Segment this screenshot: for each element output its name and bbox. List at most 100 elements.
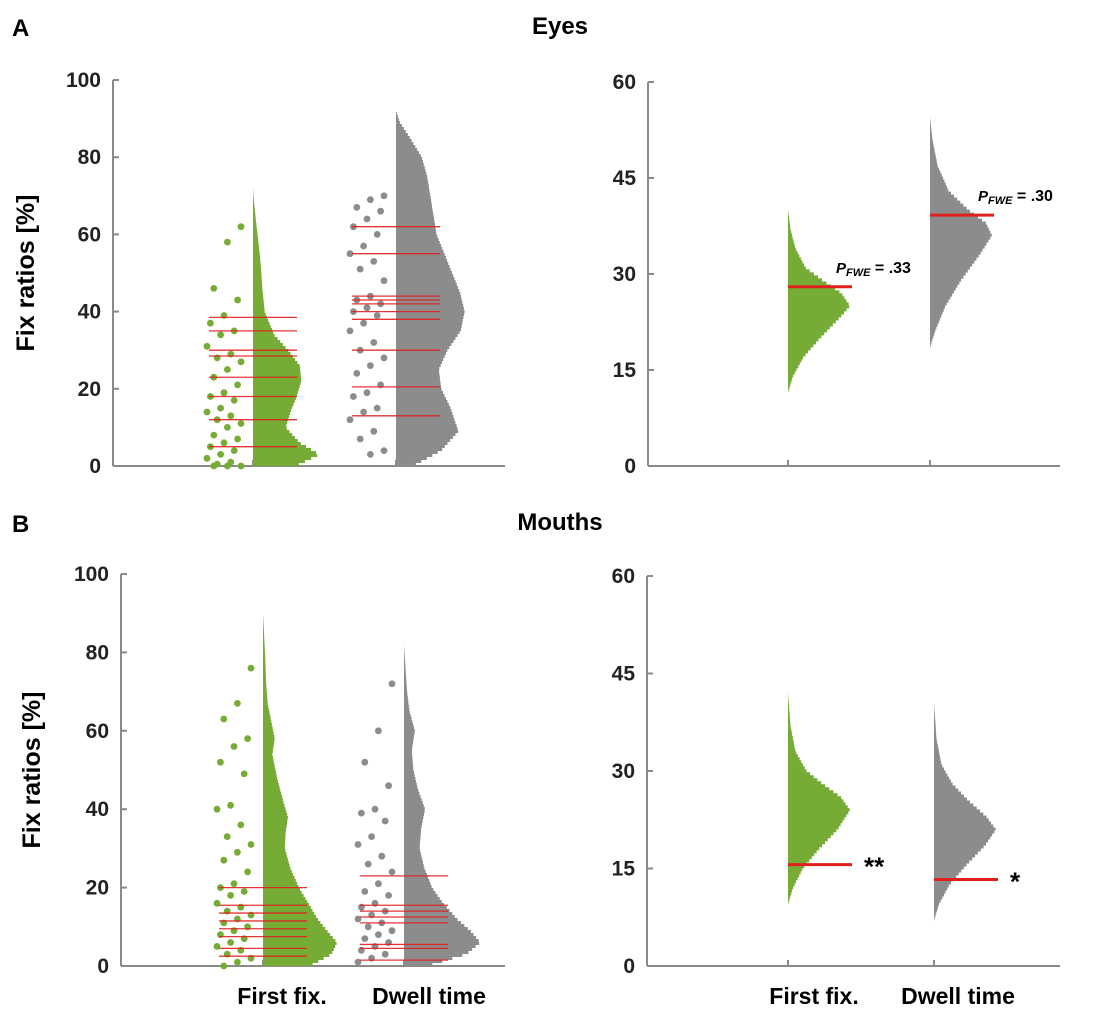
data-point-green xyxy=(234,848,241,856)
null-distribution-gray xyxy=(934,702,996,921)
data-point-gray xyxy=(373,404,381,412)
p-symbol: P xyxy=(836,260,847,277)
data-point-green xyxy=(227,412,235,420)
data-point-gray xyxy=(360,319,367,327)
data-point-green xyxy=(213,943,221,950)
null-distribution-green xyxy=(788,210,850,393)
data-point-gray xyxy=(388,868,396,876)
data-point-green xyxy=(224,462,231,470)
data-point-green xyxy=(234,958,241,966)
p-value-annotation: PFWE = .33 xyxy=(836,260,911,279)
data-point-green xyxy=(227,939,235,946)
p-number: = .33 xyxy=(870,260,911,277)
data-point-gray xyxy=(363,389,371,397)
data-point-green xyxy=(230,447,238,454)
p-symbol: P xyxy=(978,188,989,205)
data-point-green xyxy=(240,770,248,778)
data-point-gray xyxy=(370,258,378,265)
y-tick-label: 45 xyxy=(613,167,637,190)
data-point-gray xyxy=(354,841,362,848)
data-point-gray xyxy=(364,860,372,868)
null-distribution-gray xyxy=(930,117,992,348)
data-point-green xyxy=(244,735,252,742)
data-point-green xyxy=(224,424,231,431)
data-point-green xyxy=(220,389,228,397)
data-point-gray xyxy=(353,204,361,211)
density-half-violin-gray xyxy=(404,644,480,966)
panel-title-mouths: Mouths xyxy=(517,509,602,536)
data-point-gray xyxy=(346,250,354,258)
data-point-gray xyxy=(346,416,354,424)
y-tick-label: 80 xyxy=(78,146,101,169)
data-point-green xyxy=(227,892,235,899)
data-point-gray xyxy=(361,758,369,766)
data-point-gray xyxy=(367,196,374,204)
data-point-gray xyxy=(356,435,364,443)
data-point-green xyxy=(203,408,211,416)
x-tick-label: Dwell time xyxy=(901,983,1015,1009)
data-point-green xyxy=(227,801,235,809)
panel-title-eyes: Eyes xyxy=(532,13,588,40)
density-half-violin-green xyxy=(253,188,318,466)
significance-stars: * xyxy=(1010,867,1021,897)
y-tick-label: 45 xyxy=(612,663,636,686)
data-point-gray xyxy=(388,927,396,935)
data-point-gray xyxy=(377,207,384,215)
data-point-green xyxy=(210,285,218,292)
data-point-green xyxy=(217,404,225,412)
data-point-green xyxy=(237,223,245,231)
data-point-green xyxy=(237,358,245,366)
data-point-green xyxy=(203,454,211,462)
data-point-gray xyxy=(363,215,371,223)
data-point-gray xyxy=(370,339,378,346)
data-point-gray xyxy=(375,727,382,735)
x-tick-label: First fix. xyxy=(769,983,858,1009)
y-tick-label: 0 xyxy=(97,955,109,978)
data-point-gray xyxy=(381,817,389,825)
data-point-green xyxy=(234,296,242,304)
y-tick-label: 30 xyxy=(613,263,636,286)
data-point-gray xyxy=(381,950,389,958)
data-point-green xyxy=(217,758,224,766)
data-point-gray xyxy=(361,888,369,895)
data-point-gray xyxy=(364,923,372,931)
y-tick-label: 0 xyxy=(623,955,635,978)
y-tick-label: 60 xyxy=(612,565,635,588)
y-tick-label: 100 xyxy=(74,563,109,586)
p-number: = .30 xyxy=(1012,188,1053,205)
data-point-gray xyxy=(371,805,379,813)
data-point-green xyxy=(230,743,238,750)
panel-letter-b: B xyxy=(12,511,29,538)
data-point-green xyxy=(224,238,231,246)
data-point-green xyxy=(220,856,228,864)
p-value-annotation: PFWE = .30 xyxy=(978,188,1053,207)
data-point-gray xyxy=(360,408,367,416)
density-half-violin-green xyxy=(263,613,337,966)
panel-letter-a: A xyxy=(12,15,29,42)
data-point-green xyxy=(203,342,211,350)
data-point-gray xyxy=(378,852,386,860)
data-point-green xyxy=(230,397,238,404)
data-point-gray xyxy=(375,931,382,938)
data-point-green xyxy=(237,821,245,829)
data-point-gray xyxy=(358,809,365,817)
y-axis-label: Fix ratios [%] xyxy=(18,692,46,849)
data-point-green xyxy=(234,435,242,443)
y-tick-label: 60 xyxy=(613,71,636,94)
y-tick-label: 20 xyxy=(78,378,101,401)
data-point-gray xyxy=(385,892,392,899)
data-point-gray xyxy=(373,231,381,238)
data-point-green xyxy=(213,805,221,813)
y-tick-label: 0 xyxy=(89,455,101,478)
data-point-green xyxy=(224,366,231,373)
data-point-green xyxy=(220,439,228,447)
p-subscript: FWE xyxy=(988,195,1013,207)
data-point-gray xyxy=(353,370,361,377)
y-tick-label: 20 xyxy=(86,877,109,900)
density-half-violin-gray xyxy=(396,110,465,467)
data-point-green xyxy=(244,868,252,876)
data-point-green xyxy=(207,319,214,327)
